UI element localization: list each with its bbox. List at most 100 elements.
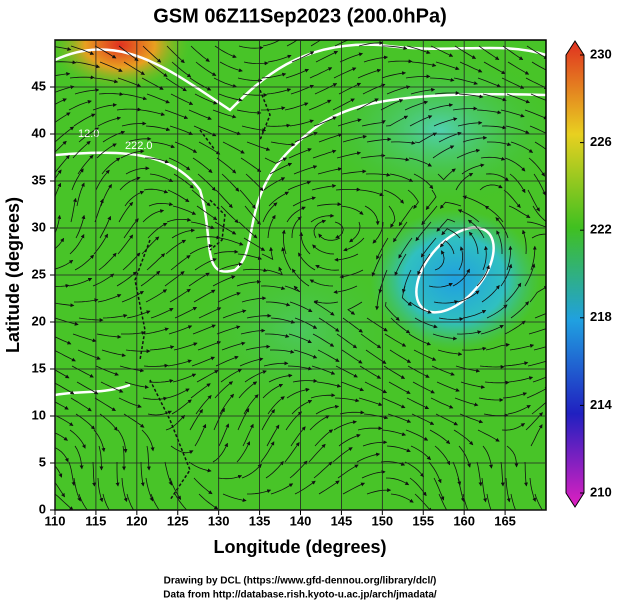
streamline bbox=[194, 423, 207, 447]
streamline bbox=[220, 205, 239, 224]
streamline bbox=[141, 77, 164, 90]
streamline bbox=[510, 493, 516, 510]
streamline bbox=[263, 361, 289, 367]
streamline bbox=[269, 162, 293, 175]
colorbar-tick-label: 222 bbox=[590, 222, 612, 237]
streamline bbox=[533, 173, 546, 196]
streamline bbox=[266, 266, 284, 276]
streamline bbox=[97, 116, 122, 127]
streamline bbox=[336, 333, 358, 349]
streamline bbox=[75, 214, 86, 239]
streamline bbox=[218, 423, 230, 447]
streamline bbox=[433, 300, 459, 304]
streamline bbox=[142, 209, 165, 223]
streamline bbox=[311, 184, 337, 191]
streamline bbox=[143, 188, 169, 194]
streamline bbox=[165, 414, 186, 431]
streamline bbox=[385, 301, 400, 321]
streamline bbox=[507, 61, 530, 75]
streamline bbox=[260, 441, 275, 463]
x-tick-label: 165 bbox=[494, 513, 516, 528]
streamline bbox=[436, 381, 460, 392]
streamline bbox=[164, 271, 185, 287]
streamline bbox=[69, 429, 86, 449]
streamline bbox=[219, 237, 244, 246]
streamline bbox=[375, 285, 382, 311]
streamline bbox=[265, 333, 290, 338]
streamline bbox=[294, 317, 318, 329]
streamline bbox=[361, 470, 386, 479]
streamline bbox=[432, 145, 455, 159]
colorbar-tick-label: 210 bbox=[590, 484, 612, 499]
streamline bbox=[241, 463, 262, 479]
streamline bbox=[405, 74, 431, 79]
streamline bbox=[145, 125, 171, 132]
streamline bbox=[457, 477, 465, 502]
streamline bbox=[102, 493, 110, 510]
streamline bbox=[385, 157, 410, 162]
streamline bbox=[267, 396, 285, 415]
streamline bbox=[454, 45, 477, 59]
streamline bbox=[55, 350, 76, 362]
streamline bbox=[270, 483, 294, 495]
streamline bbox=[55, 60, 77, 65]
streamline bbox=[237, 77, 263, 83]
streamline bbox=[194, 93, 218, 105]
streamline bbox=[508, 205, 531, 218]
streamline bbox=[285, 68, 310, 79]
streamline bbox=[169, 125, 194, 135]
streamline bbox=[190, 383, 211, 399]
streamline bbox=[410, 445, 431, 461]
streamline bbox=[196, 370, 219, 383]
streamline bbox=[413, 173, 434, 190]
streamline bbox=[365, 172, 391, 177]
streamline bbox=[166, 45, 185, 64]
streamline bbox=[390, 140, 416, 145]
streamline bbox=[438, 317, 464, 322]
streamline bbox=[119, 176, 141, 191]
streamline bbox=[115, 462, 120, 487]
streamline bbox=[222, 309, 247, 319]
streamline bbox=[77, 349, 101, 360]
streamline bbox=[122, 445, 127, 471]
streamline bbox=[478, 397, 504, 402]
streamline bbox=[508, 376, 534, 383]
streamline bbox=[170, 445, 194, 454]
streamline bbox=[390, 317, 411, 334]
streamline bbox=[147, 222, 168, 239]
streamline bbox=[468, 231, 479, 255]
streamline bbox=[500, 263, 513, 287]
x-tick-label: 130 bbox=[208, 513, 230, 528]
streamline bbox=[487, 141, 512, 147]
streamline bbox=[411, 61, 437, 67]
streamline bbox=[333, 67, 357, 79]
streamline bbox=[101, 157, 121, 175]
streamline bbox=[431, 365, 455, 376]
streamline bbox=[120, 149, 145, 159]
streamline bbox=[55, 447, 69, 463]
streamline bbox=[486, 493, 492, 510]
streamline bbox=[334, 397, 360, 403]
streamline bbox=[165, 77, 187, 92]
streamline bbox=[313, 116, 337, 127]
streamline bbox=[361, 120, 386, 127]
streamline bbox=[195, 61, 217, 76]
streamline bbox=[261, 106, 286, 111]
streamline bbox=[527, 189, 540, 212]
streamline bbox=[502, 392, 528, 399]
streamline bbox=[145, 289, 168, 303]
streamline bbox=[339, 52, 364, 63]
streamline bbox=[190, 45, 210, 62]
streamline bbox=[74, 445, 84, 470]
streamline bbox=[260, 285, 286, 290]
streamline bbox=[380, 99, 404, 111]
streamline bbox=[503, 189, 521, 209]
x-tick-label: 140 bbox=[290, 513, 312, 528]
streamline bbox=[308, 99, 332, 111]
streamline bbox=[534, 313, 546, 319]
streamline bbox=[291, 399, 313, 415]
streamline bbox=[425, 189, 437, 211]
streamline bbox=[237, 253, 263, 260]
streamline bbox=[265, 123, 291, 128]
streamline bbox=[459, 413, 484, 424]
